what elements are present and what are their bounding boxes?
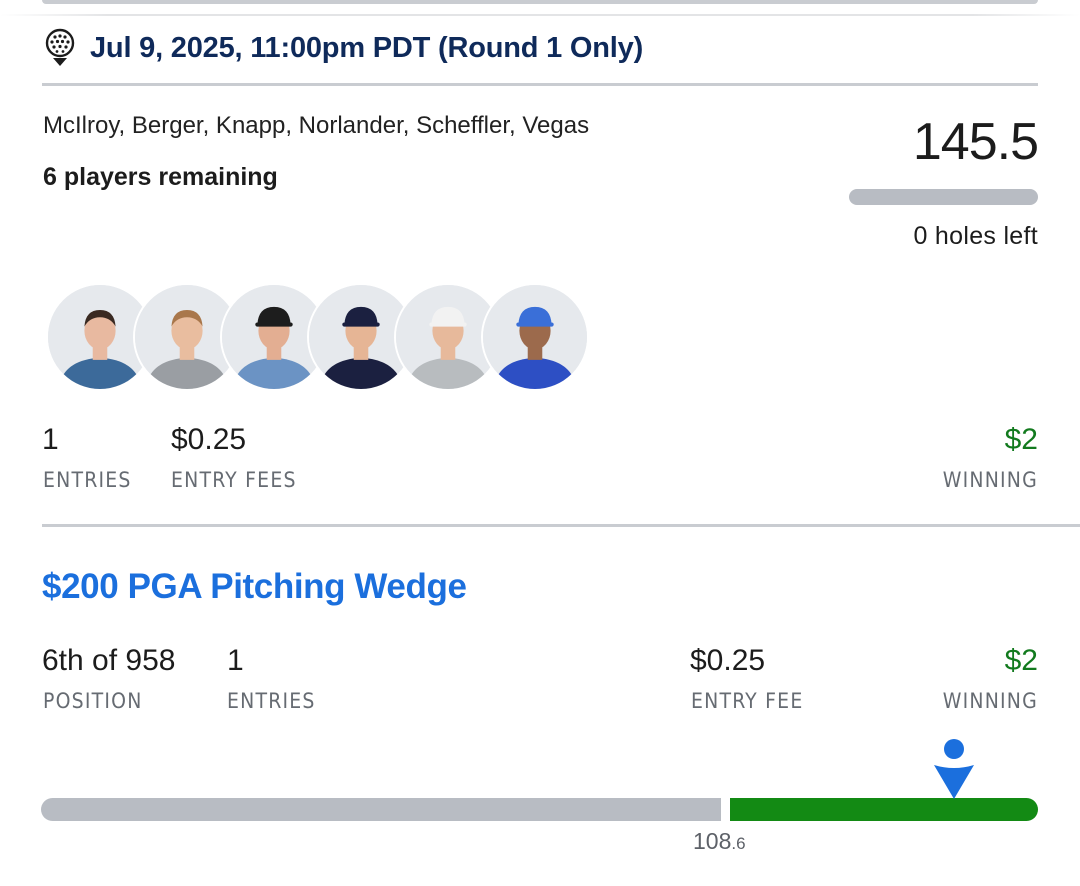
contest-position-label: POSITION (43, 689, 143, 713)
standings-track-paying (730, 798, 1038, 821)
player-avatar-norlander[interactable] (307, 283, 415, 391)
contest-position-value: 6th of 958 (42, 644, 176, 677)
section-divider (42, 524, 1080, 527)
holes-left: 0 holes left (913, 222, 1038, 250)
lineup-fees-value: $0.25 (171, 423, 247, 456)
cutoff-score-decimal: .6 (731, 834, 746, 853)
player-avatar-icon (396, 285, 500, 389)
player-avatar-knapp[interactable] (220, 283, 328, 391)
event-header[interactable]: Jul 9, 2025, 11:00pm PDT (Round 1 Only) (42, 28, 1038, 68)
holes-progress-bar (849, 189, 1038, 205)
player-avatar-icon (483, 285, 587, 389)
previous-card-edge (42, 0, 1038, 4)
contest-entries-label: ENTRIES (227, 689, 316, 713)
lineup-entries-value: 1 (42, 423, 59, 456)
payout-cutoff-score: 108.6 (693, 828, 746, 855)
golf-ball-tee-icon (45, 28, 75, 66)
lineup-winning-value: $2 (1004, 423, 1038, 456)
standings-track-nonpaying (41, 798, 721, 821)
lineup-player-names: McIlroy, Berger, Knapp, Norlander, Schef… (43, 112, 590, 139)
player-avatar-scheffler[interactable] (394, 283, 502, 391)
card-divider (0, 14, 1080, 16)
contest-winning-label: WINNING (942, 689, 1038, 713)
event-title: Jul 9, 2025, 11:00pm PDT (Round 1 Only) (90, 31, 644, 64)
lineup-score: 145.5 (912, 113, 1039, 171)
lineup-winning-label: WINNING (942, 468, 1038, 492)
player-avatar-icon (309, 285, 413, 389)
cutoff-score-integer: 108 (693, 828, 732, 854)
lineup-entries-label: ENTRIES (43, 468, 132, 492)
lineup-fees-label: ENTRY FEES (171, 468, 297, 492)
contest-winning-value: $2 (1004, 644, 1038, 677)
player-avatar-icon (222, 285, 326, 389)
player-avatar-vegas[interactable] (481, 283, 589, 391)
header-divider (42, 83, 1038, 86)
holes-progress-fill (849, 189, 1038, 205)
contest-name-link[interactable]: $200 PGA Pitching Wedge (42, 567, 467, 606)
contest-fee-value: $0.25 (690, 644, 766, 677)
contest-entries-value: 1 (227, 644, 244, 677)
players-remaining: 6 players remaining (43, 163, 278, 191)
contest-fee-label: ENTRY FEE (691, 689, 804, 713)
user-position-marker-icon (934, 739, 974, 799)
